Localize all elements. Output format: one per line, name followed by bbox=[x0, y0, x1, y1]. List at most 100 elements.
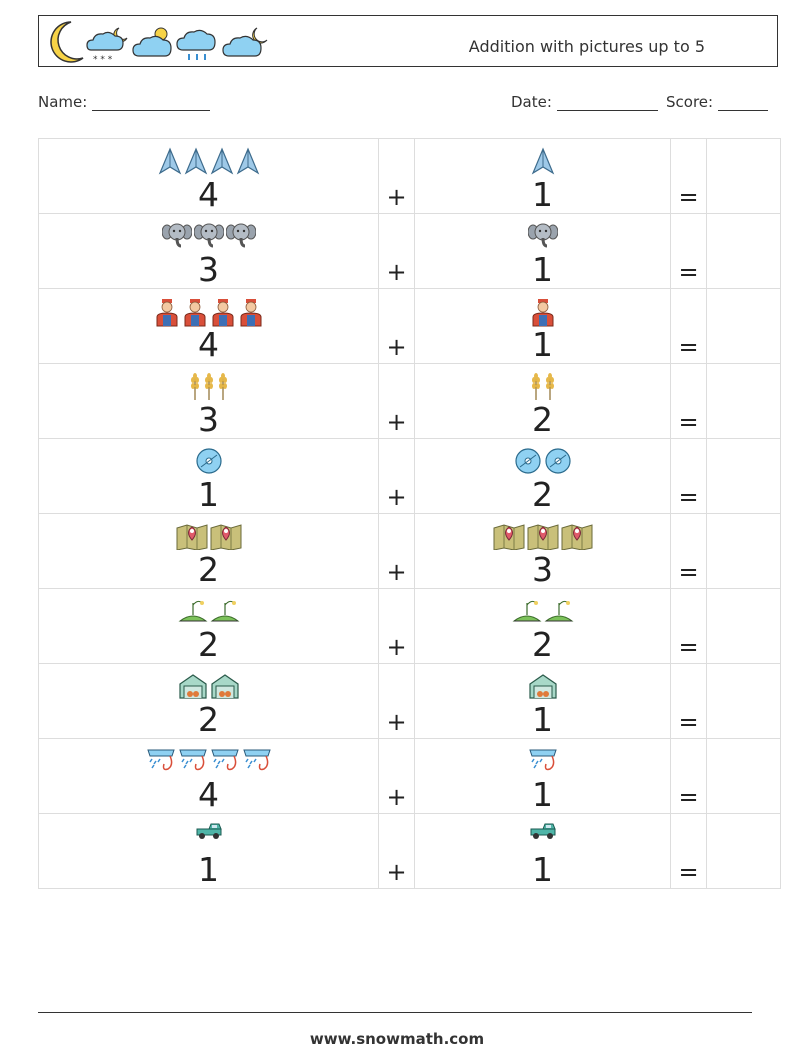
right-picture-group bbox=[415, 522, 670, 552]
name-blank[interactable] bbox=[92, 94, 211, 111]
date-label: Date: bbox=[511, 93, 552, 111]
answer-cell[interactable] bbox=[706, 663, 781, 739]
left-number: 3 bbox=[198, 400, 219, 439]
name-label: Name: bbox=[38, 93, 88, 111]
right-term-cell: 1 bbox=[414, 138, 671, 214]
svg-text:* * *: * * * bbox=[93, 55, 113, 64]
equals-sign: = bbox=[678, 858, 699, 886]
problem-row: 4 +1 = bbox=[38, 288, 781, 364]
right-term-cell: 1 bbox=[414, 738, 671, 814]
plus-sign: + bbox=[386, 633, 407, 661]
problem-row: 3 +2 = bbox=[38, 363, 781, 439]
left-number: 1 bbox=[198, 850, 219, 889]
answer-cell[interactable] bbox=[706, 513, 781, 589]
left-number: 2 bbox=[198, 700, 219, 739]
left-picture-group bbox=[39, 672, 378, 702]
plus-cell: + bbox=[378, 513, 415, 589]
right-term-cell: 2 bbox=[414, 438, 671, 514]
right-term-cell: 3 bbox=[414, 513, 671, 589]
right-picture-group bbox=[415, 222, 670, 252]
right-picture-group bbox=[415, 147, 670, 177]
equals-cell: = bbox=[670, 138, 707, 214]
equals-sign: = bbox=[678, 333, 699, 361]
sprout-icon bbox=[543, 600, 575, 632]
answer-cell[interactable] bbox=[706, 363, 781, 439]
right-picture-group bbox=[415, 372, 670, 402]
left-number: 4 bbox=[198, 325, 219, 364]
footer-divider bbox=[38, 1012, 752, 1013]
problem-row: 1 +1 = bbox=[38, 813, 781, 889]
farmer-icon bbox=[209, 299, 237, 336]
plus-sign: + bbox=[386, 858, 407, 886]
cd-disc-icon bbox=[543, 448, 573, 484]
score-field[interactable]: Score: bbox=[666, 93, 768, 111]
equals-sign: = bbox=[678, 483, 699, 511]
answer-cell[interactable] bbox=[706, 213, 781, 289]
answer-cell[interactable] bbox=[706, 588, 781, 664]
problem-row: 2 +2 = bbox=[38, 588, 781, 664]
answer-cell[interactable] bbox=[706, 138, 781, 214]
problem-row: 4 +1 = bbox=[38, 738, 781, 814]
plus-cell: + bbox=[378, 438, 415, 514]
left-number: 2 bbox=[198, 550, 219, 589]
plus-sign: + bbox=[386, 783, 407, 811]
footer-url[interactable]: www.snowmath.com bbox=[309, 1030, 485, 1048]
left-term-cell: 2 bbox=[38, 588, 379, 664]
farmer-icon bbox=[237, 299, 265, 336]
left-number: 2 bbox=[198, 625, 219, 664]
map-pin-icon bbox=[492, 524, 526, 559]
answer-cell[interactable] bbox=[706, 438, 781, 514]
answer-cell[interactable] bbox=[706, 813, 781, 889]
name-field[interactable]: Name: bbox=[38, 93, 211, 111]
plus-cell: + bbox=[378, 138, 415, 214]
equals-sign: = bbox=[678, 408, 699, 436]
plus-sign: + bbox=[386, 708, 407, 736]
answer-cell[interactable] bbox=[706, 738, 781, 814]
sprout-icon bbox=[511, 600, 543, 632]
cloud-rain-icon bbox=[176, 29, 216, 60]
right-number: 1 bbox=[532, 250, 553, 289]
plus-cell: + bbox=[378, 288, 415, 364]
equals-sign: = bbox=[678, 633, 699, 661]
sprinkler-icon bbox=[177, 749, 209, 784]
cloud-moon-icon bbox=[222, 27, 268, 57]
plus-sign: + bbox=[386, 183, 407, 211]
left-picture-group bbox=[39, 747, 378, 777]
plus-cell: + bbox=[378, 213, 415, 289]
left-term-cell: 3 bbox=[38, 363, 379, 439]
pickup-truck-icon bbox=[528, 823, 558, 849]
equals-cell: = bbox=[670, 813, 707, 889]
equals-sign: = bbox=[678, 783, 699, 811]
left-picture-group bbox=[39, 597, 378, 627]
sprout-icon bbox=[177, 600, 209, 632]
answer-cell[interactable] bbox=[706, 288, 781, 364]
worksheet-title: Addition with pictures up to 5 bbox=[468, 37, 705, 56]
right-picture-group bbox=[415, 447, 670, 477]
sprinkler-icon bbox=[527, 749, 559, 784]
farmer-icon bbox=[529, 299, 557, 336]
greenhouse-icon bbox=[209, 674, 241, 709]
left-number: 1 bbox=[198, 475, 219, 514]
sprout-icon bbox=[209, 600, 241, 632]
score-blank[interactable] bbox=[717, 94, 768, 111]
date-blank[interactable] bbox=[556, 94, 658, 111]
equals-sign: = bbox=[678, 258, 699, 286]
left-term-cell: 4 bbox=[38, 138, 379, 214]
right-term-cell: 2 bbox=[414, 588, 671, 664]
paper-plane-icon bbox=[235, 147, 261, 184]
equals-cell: = bbox=[670, 438, 707, 514]
date-field[interactable]: Date: bbox=[511, 93, 658, 111]
left-picture-group bbox=[39, 222, 378, 252]
right-picture-group bbox=[415, 597, 670, 627]
right-number: 2 bbox=[532, 475, 553, 514]
wheat-icon bbox=[543, 373, 557, 409]
map-pin-icon bbox=[175, 524, 209, 559]
problems-table: 4 +1 = 3 +1 = 4 +1 = 3 +2 = 1 +2 = 2 +3 = 2 +2 = 2 +1 = 4 +1 = 1 +1 = bbox=[38, 138, 781, 889]
plus-sign: + bbox=[386, 408, 407, 436]
left-term-cell: 4 bbox=[38, 288, 379, 364]
equals-cell: = bbox=[670, 738, 707, 814]
cloud-moon-snow-icon: * * * bbox=[86, 27, 128, 64]
right-term-cell: 1 bbox=[414, 813, 671, 889]
plus-sign: + bbox=[386, 258, 407, 286]
left-term-cell: 1 bbox=[38, 813, 379, 889]
